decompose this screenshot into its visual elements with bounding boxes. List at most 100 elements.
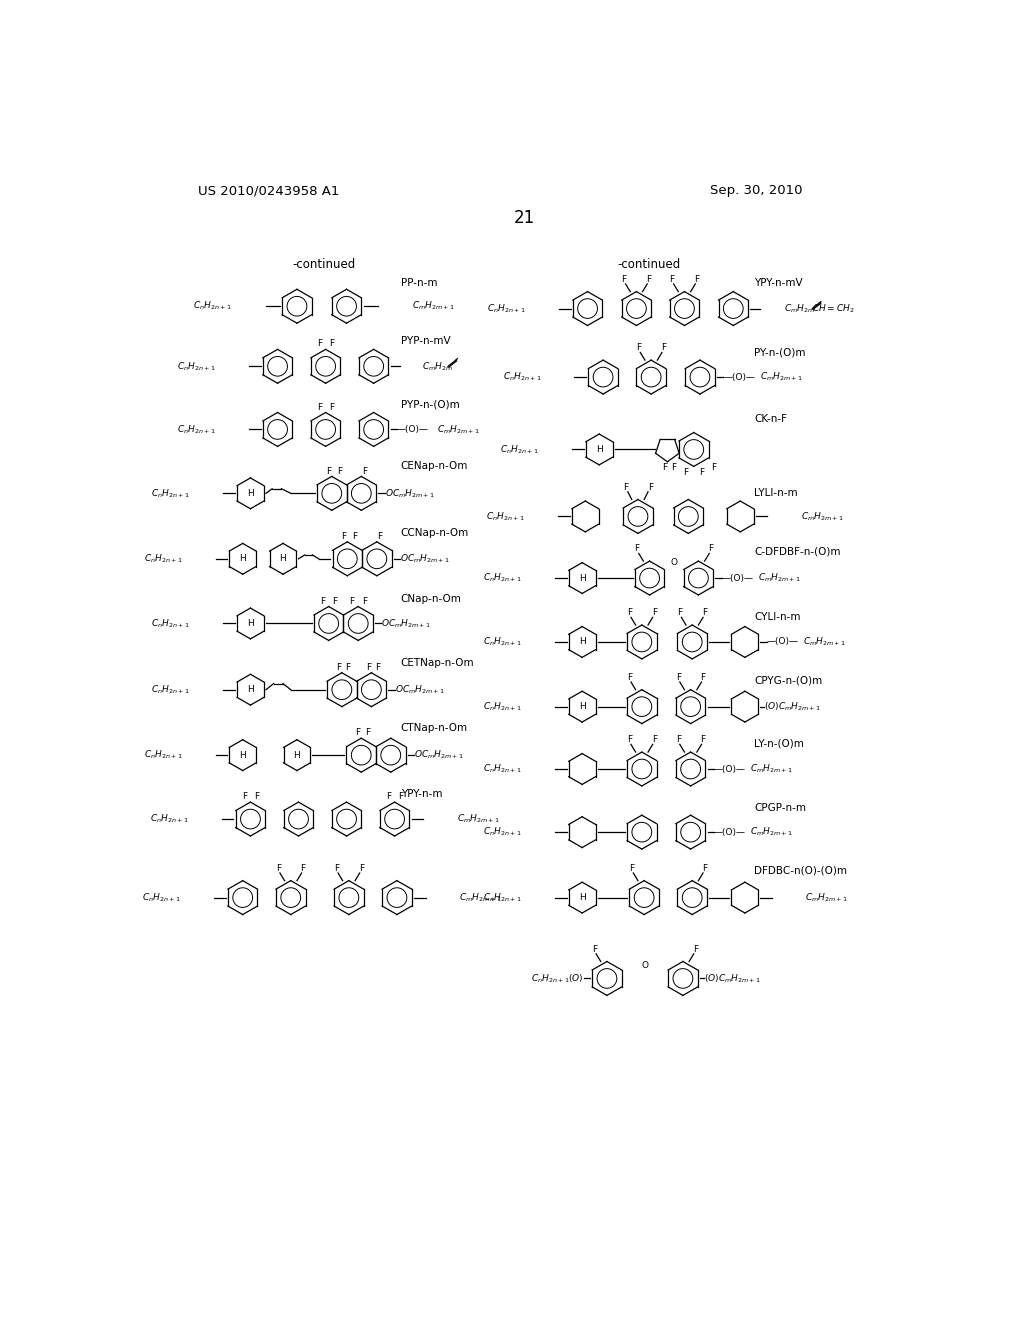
Text: F: F bbox=[301, 863, 306, 873]
Text: H: H bbox=[240, 751, 246, 759]
Text: F: F bbox=[337, 466, 342, 475]
Text: $C_nH_{2n+1}$: $C_nH_{2n+1}$ bbox=[500, 444, 539, 455]
Text: $C_nH_{2n+1}$: $C_nH_{2n+1}$ bbox=[177, 424, 216, 436]
Text: F: F bbox=[334, 863, 339, 873]
Text: C-DFDBF-n-(O)m: C-DFDBF-n-(O)m bbox=[755, 546, 841, 556]
Text: $C_mH_{2m+1}$: $C_mH_{2m+1}$ bbox=[801, 511, 844, 523]
Text: $C_nH_{2n+1}$: $C_nH_{2n+1}$ bbox=[486, 511, 524, 523]
Text: CK-n-F: CK-n-F bbox=[755, 413, 787, 424]
Text: $C_nH_{2n+1}$: $C_nH_{2n+1}$ bbox=[177, 360, 216, 372]
Text: $C_nH_{2n+1}$: $C_nH_{2n+1}$ bbox=[150, 813, 188, 825]
Text: $C_nH_{2n+1}$: $C_nH_{2n+1}$ bbox=[143, 748, 182, 762]
Text: F: F bbox=[622, 275, 627, 284]
Text: -continued: -continued bbox=[617, 259, 680, 271]
Text: F: F bbox=[627, 673, 632, 682]
Text: $OC_mH_{2m+1}$: $OC_mH_{2m+1}$ bbox=[394, 684, 444, 696]
Text: F: F bbox=[316, 403, 322, 412]
Text: $C_nH_{2n+1}$: $C_nH_{2n+1}$ bbox=[193, 300, 231, 313]
Text: DFDBC-n(O)-(O)m: DFDBC-n(O)-(O)m bbox=[755, 866, 847, 875]
Text: F: F bbox=[662, 463, 667, 473]
Text: —(O)—: —(O)— bbox=[714, 828, 745, 837]
Text: $OC_mH_{2m+1}$: $OC_mH_{2m+1}$ bbox=[385, 487, 434, 499]
Text: H: H bbox=[280, 554, 287, 564]
Text: F: F bbox=[702, 609, 708, 618]
Text: F: F bbox=[345, 663, 350, 672]
Text: $C_mH_{2m+1}$: $C_mH_{2m+1}$ bbox=[457, 813, 500, 825]
Text: CETNap-n-Om: CETNap-n-Om bbox=[400, 657, 474, 668]
Text: F: F bbox=[398, 792, 403, 801]
Text: $C_nH_{2n+1}$: $C_nH_{2n+1}$ bbox=[152, 487, 190, 499]
Text: F: F bbox=[358, 863, 364, 873]
Text: H: H bbox=[579, 894, 586, 902]
Text: H: H bbox=[294, 751, 300, 759]
Text: F: F bbox=[627, 609, 632, 618]
Text: F: F bbox=[693, 945, 698, 953]
Text: $C_mH_{2m}$: $C_mH_{2m}$ bbox=[784, 302, 815, 314]
Text: PYP-n-(O)m: PYP-n-(O)m bbox=[400, 400, 460, 409]
Text: CPYG-n-(O)m: CPYG-n-(O)m bbox=[755, 676, 822, 685]
Text: F: F bbox=[683, 469, 688, 477]
Text: F: F bbox=[375, 663, 380, 672]
Text: $C_mH_{2m+1}$: $C_mH_{2m+1}$ bbox=[803, 636, 846, 648]
Text: O: O bbox=[671, 558, 678, 568]
Text: F: F bbox=[326, 466, 331, 475]
Text: YPY-n-m: YPY-n-m bbox=[400, 788, 442, 799]
Text: F: F bbox=[355, 729, 360, 738]
Text: F: F bbox=[629, 863, 634, 873]
Text: US 2010/0243958 A1: US 2010/0243958 A1 bbox=[198, 185, 339, 197]
Text: F: F bbox=[712, 463, 717, 473]
Text: F: F bbox=[677, 609, 682, 618]
Text: F: F bbox=[386, 792, 391, 801]
Text: $C_mH_{2m+1}$: $C_mH_{2m+1}$ bbox=[760, 371, 803, 383]
Text: F: F bbox=[349, 597, 354, 606]
Text: F: F bbox=[336, 663, 341, 672]
Text: H: H bbox=[247, 488, 254, 498]
Text: $C_nH_{2n+1}$: $C_nH_{2n+1}$ bbox=[483, 636, 521, 648]
Text: F: F bbox=[699, 469, 705, 477]
Text: $C_nH_{2n+1}(O)$: $C_nH_{2n+1}(O)$ bbox=[531, 973, 584, 985]
Text: F: F bbox=[316, 339, 322, 348]
Text: 21: 21 bbox=[514, 210, 536, 227]
Text: $C_mH_{2m+1}$: $C_mH_{2m+1}$ bbox=[751, 763, 793, 775]
Text: F: F bbox=[330, 339, 335, 348]
Text: F: F bbox=[627, 735, 632, 744]
Text: F: F bbox=[646, 275, 651, 284]
Text: H: H bbox=[579, 638, 586, 647]
Text: $C_nH_{2n+1}$: $C_nH_{2n+1}$ bbox=[143, 553, 182, 565]
Text: PY-n-(O)m: PY-n-(O)m bbox=[755, 347, 806, 358]
Text: F: F bbox=[635, 544, 640, 553]
Text: F: F bbox=[366, 663, 371, 672]
Text: $C_nH_{2n+1}$: $C_nH_{2n+1}$ bbox=[152, 684, 190, 696]
Text: $OC_mH_{2m+1}$: $OC_mH_{2m+1}$ bbox=[414, 748, 464, 762]
Text: F: F bbox=[592, 945, 597, 953]
Text: H: H bbox=[596, 445, 602, 454]
Text: CTNap-n-Om: CTNap-n-Om bbox=[400, 723, 468, 733]
Text: F: F bbox=[660, 343, 666, 352]
Text: $C_nH_{2n+1}$: $C_nH_{2n+1}$ bbox=[483, 572, 521, 585]
Text: YPY-n-mV: YPY-n-mV bbox=[755, 279, 803, 288]
Text: F: F bbox=[333, 597, 338, 606]
Text: F: F bbox=[700, 735, 706, 744]
Text: $C_mH_{2m+1}$: $C_mH_{2m+1}$ bbox=[805, 891, 848, 904]
Text: F: F bbox=[709, 544, 714, 553]
Text: PP-n-m: PP-n-m bbox=[400, 279, 437, 288]
Text: —(O)—: —(O)— bbox=[722, 574, 754, 582]
Text: $C_nH_{2n+1}$: $C_nH_{2n+1}$ bbox=[483, 891, 521, 904]
Text: LYLI-n-m: LYLI-n-m bbox=[755, 488, 798, 499]
Text: $C_nH_{2n+1}$: $C_nH_{2n+1}$ bbox=[483, 701, 521, 713]
Text: $(O)C_mH_{2m+1}$: $(O)C_mH_{2m+1}$ bbox=[764, 701, 821, 713]
Text: LY-n-(O)m: LY-n-(O)m bbox=[755, 739, 804, 748]
Text: F: F bbox=[670, 275, 675, 284]
Text: F: F bbox=[361, 597, 367, 606]
Text: F: F bbox=[648, 483, 653, 491]
Text: F: F bbox=[352, 532, 357, 541]
Text: F: F bbox=[254, 792, 259, 801]
Text: CPGP-n-m: CPGP-n-m bbox=[755, 803, 806, 813]
Text: —(O)—: —(O)— bbox=[767, 638, 799, 647]
Text: H: H bbox=[247, 685, 254, 694]
Text: $C_mH_{2m+1}$: $C_mH_{2m+1}$ bbox=[758, 572, 801, 585]
Text: F: F bbox=[330, 403, 335, 412]
Text: $C_nH_{2n+1}$: $C_nH_{2n+1}$ bbox=[142, 891, 180, 904]
Text: $C_nH_{2n+1}$: $C_nH_{2n+1}$ bbox=[483, 763, 521, 775]
Text: O: O bbox=[641, 961, 648, 970]
